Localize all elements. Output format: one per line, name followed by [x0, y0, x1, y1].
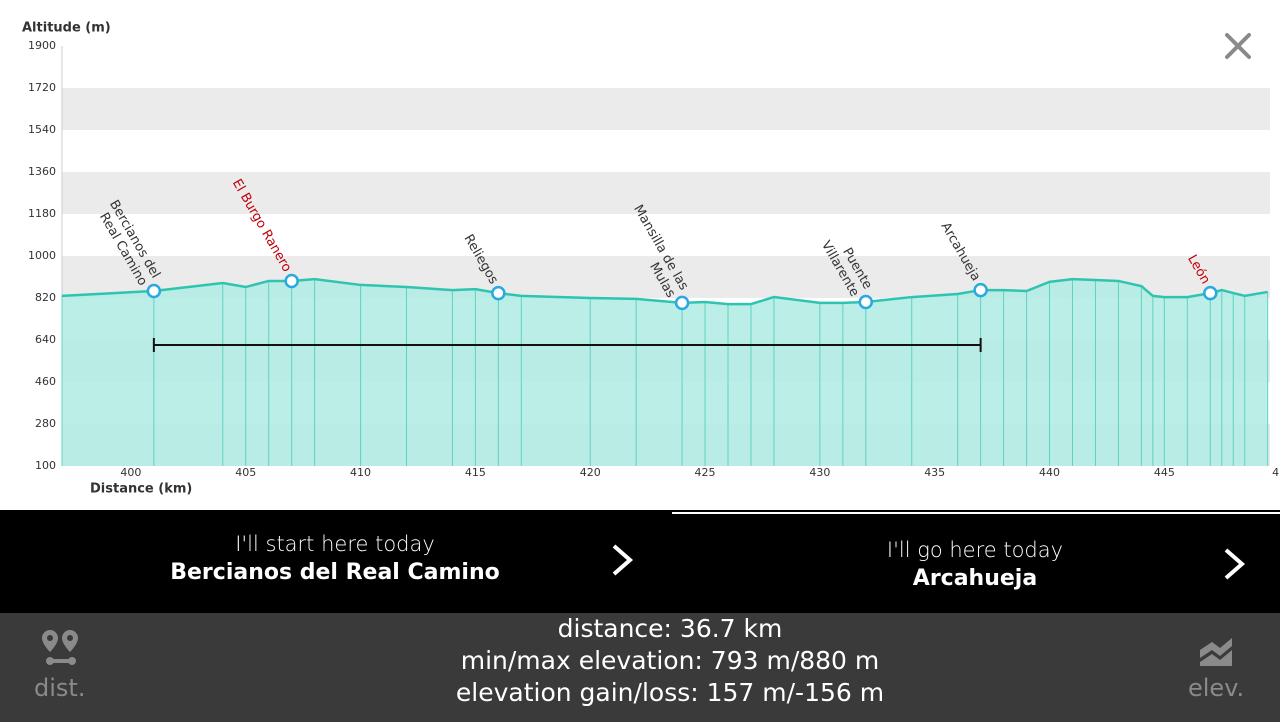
x-tick-label: 430: [809, 466, 830, 479]
y-axis-label: Altitude (m): [22, 21, 111, 36]
x-tick-label: 415: [465, 466, 486, 479]
waypoint-marker: [1203, 285, 1218, 301]
x-tick-label: 435: [924, 466, 945, 479]
start-chevron[interactable]: [606, 540, 636, 580]
x-axis-label: Distance (km): [90, 482, 192, 497]
elevation-line: [61, 277, 1268, 306]
x-tick-label: 45: [1272, 466, 1280, 479]
y-tick-label: 820: [35, 291, 56, 304]
dist-tab[interactable]: dist.: [34, 674, 86, 702]
x-tick-label: 440: [1039, 466, 1060, 479]
x-tick-label: 425: [695, 466, 716, 479]
y-tick-label: 280: [35, 417, 56, 430]
waypoint-marker: [491, 285, 506, 301]
y-tick-label: 1900: [28, 39, 56, 52]
summary-line: distance: 36.7 km: [557, 614, 783, 643]
summary-line: elevation gain/loss: 157 m/-156 m: [455, 678, 885, 707]
finish-place: Arcahueja: [912, 566, 1038, 591]
waypoint-marker: [858, 294, 874, 310]
y-tick-label: 640: [35, 333, 56, 346]
finish-chevron[interactable]: [1218, 544, 1248, 584]
start-button[interactable]: I'll start here today Bercianos del Real…: [120, 532, 550, 585]
summary-bar: [0, 613, 1280, 722]
grid-band: [62, 88, 1270, 130]
summary: distance: 36.7 km min/max elevation: 793…: [300, 613, 1040, 709]
x-tick-label: 445: [1154, 466, 1175, 479]
y-tick-label: 1000: [28, 249, 56, 262]
start-place: Bercianos del Real Camino: [170, 560, 500, 585]
elevation-chart: Altitude (m) Distance (km) 100 280 460 640 8…: [22, 21, 1280, 497]
elevation-area: [62, 279, 1268, 466]
y-tick-label: 100: [35, 459, 56, 472]
close-button[interactable]: [1225, 33, 1251, 59]
finish-button[interactable]: I'll go here today Arcahueja: [760, 538, 1190, 591]
y-tick-label: 1720: [28, 81, 56, 94]
y-tick-label: 1360: [28, 165, 56, 178]
dist-icon[interactable]: [40, 628, 82, 670]
x-tick-label: 420: [580, 466, 601, 479]
finish-caption: I'll go here today: [886, 538, 1064, 562]
elev-tab[interactable]: elev.: [1188, 674, 1245, 702]
grid-band: [62, 172, 1270, 214]
route-bar: [0, 510, 1280, 613]
x-tick-label: 405: [235, 466, 256, 479]
start-caption: I'll start here today: [235, 532, 435, 556]
waypoint-marker: [284, 273, 299, 289]
y-tick-label: 460: [35, 375, 56, 388]
x-tick-label: 410: [350, 466, 371, 479]
waypoint-marker: [973, 282, 988, 298]
divider: [672, 512, 1280, 514]
summary-line: min/max elevation: 793 m/880 m: [460, 646, 880, 675]
y-tick-label: 1180: [28, 207, 56, 220]
waypoint-marker: [674, 295, 690, 311]
waypoint-marker: [146, 283, 162, 299]
elev-icon[interactable]: [1198, 636, 1236, 668]
y-tick-label: 1540: [28, 123, 56, 136]
x-tick-label: 400: [120, 466, 141, 479]
